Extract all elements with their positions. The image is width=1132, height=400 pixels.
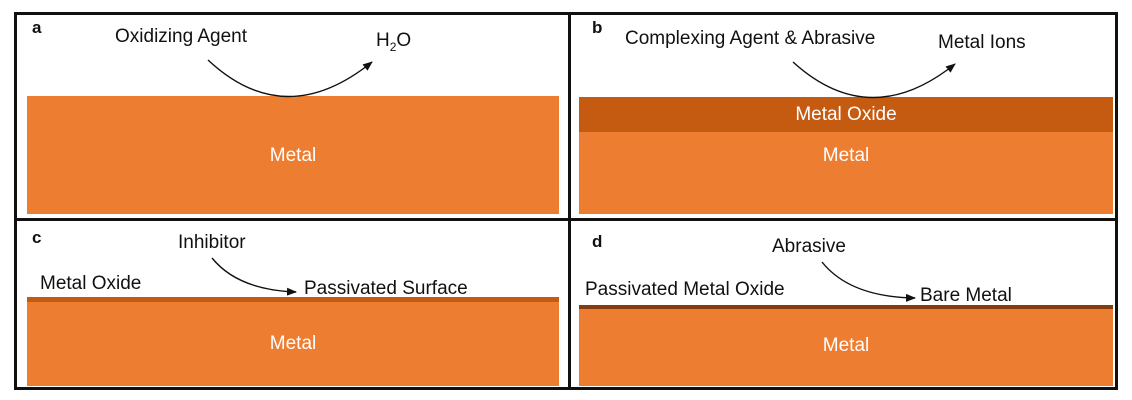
metal-label-a: Metal [269, 145, 317, 166]
arrow-d [821, 261, 916, 302]
panel-letter-a: a [32, 18, 42, 37]
oxidizing-agent-label: Oxidizing Agent [115, 26, 248, 47]
arrow-a [207, 59, 373, 98]
water-label: H2O [376, 30, 412, 54]
arrow-c [211, 257, 297, 296]
metal-oxide-layer-b [579, 97, 1113, 132]
metal-label-c: Metal [269, 333, 317, 354]
passivated-layer-d [579, 305, 1113, 309]
metal-layer-d [579, 309, 1113, 386]
passivated-metal-oxide-label: Passivated Metal Oxide [585, 279, 785, 300]
figure-frame [14, 12, 1118, 390]
panel-letter-b: b [592, 18, 603, 37]
metal-ions-label: Metal Ions [938, 32, 1026, 53]
metal-layer-c [27, 302, 559, 386]
metal-oxide-label-c: Metal Oxide [40, 273, 142, 294]
complexing-agent-label: Complexing Agent & Abrasive [625, 28, 876, 49]
metal-label-d: Metal [822, 335, 870, 356]
metal-label-b: Metal [822, 145, 870, 166]
arrow-b [792, 61, 956, 99]
metal-layer-a [27, 96, 559, 214]
panel-letter-d: d [592, 232, 603, 251]
panel-divider-vertical [568, 12, 571, 390]
metal-layer-b [579, 132, 1113, 214]
thin-oxide-layer-c [27, 297, 559, 302]
panel-letter-c: c [32, 228, 42, 247]
abrasive-label: Abrasive [772, 236, 846, 257]
bare-metal-label: Bare Metal [920, 285, 1012, 306]
metal-oxide-label-b: Metal Oxide [795, 104, 897, 125]
panel-divider-horizontal [14, 218, 1118, 221]
inhibitor-label: Inhibitor [178, 232, 246, 253]
passivated-surface-label: Passivated Surface [304, 278, 468, 299]
